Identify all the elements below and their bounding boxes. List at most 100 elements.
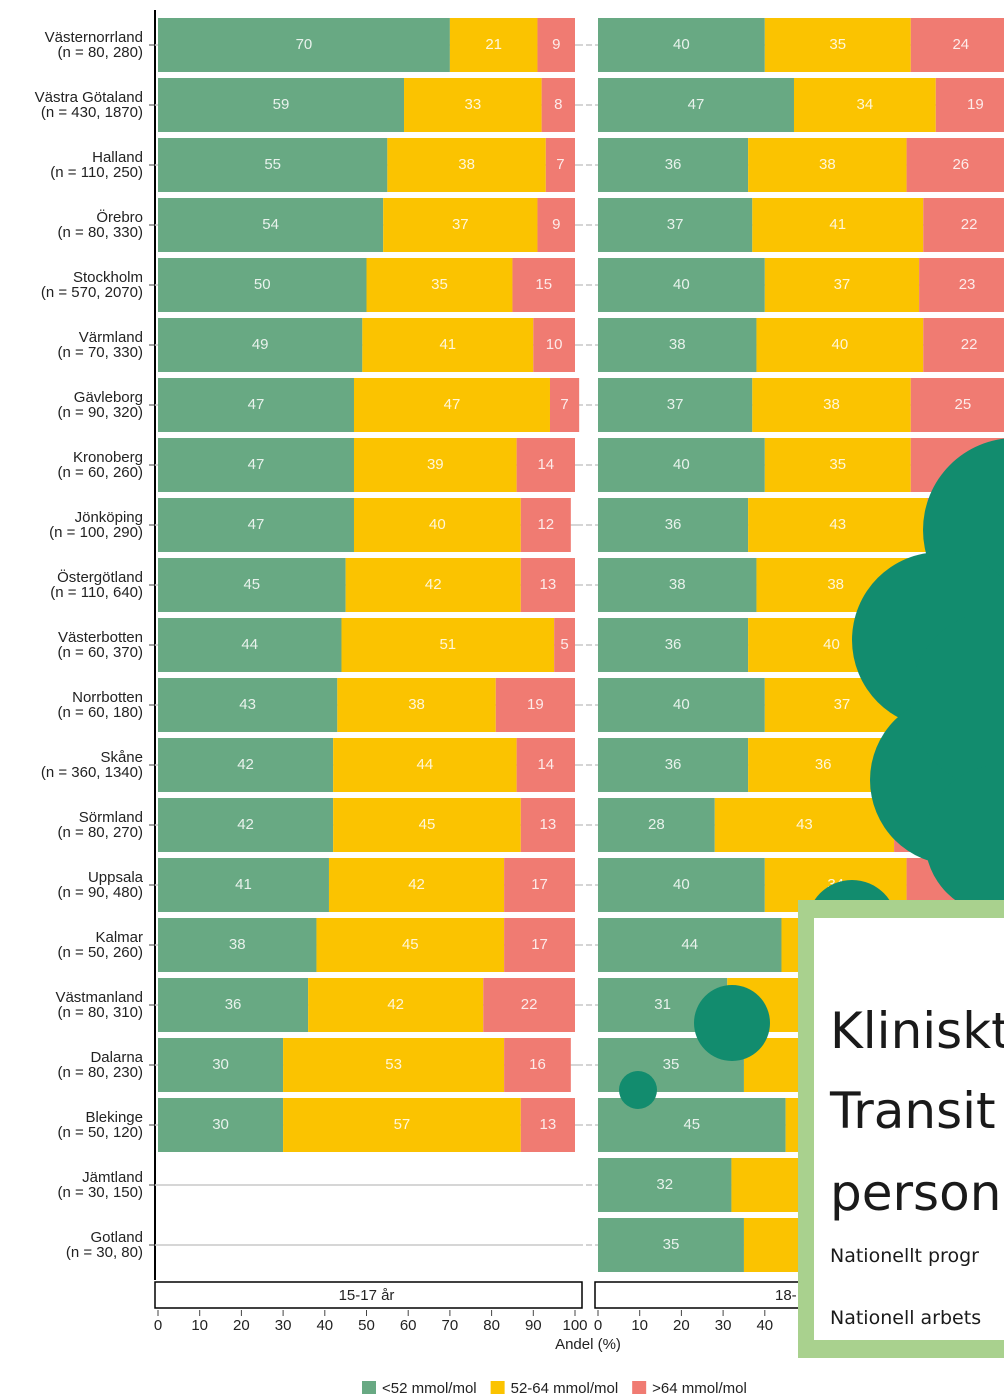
data-label: 14: [537, 756, 554, 773]
data-label: 37: [667, 216, 684, 233]
bar-segment: [533, 318, 575, 372]
x-tick-label: 70: [442, 1317, 459, 1334]
bar-segment: [483, 978, 575, 1032]
bar-segment: [756, 318, 924, 372]
bar-segment: [537, 198, 575, 252]
data-label: 70: [296, 36, 313, 53]
plot: Västernorrland(n = 80, 280) Västra Götala…: [35, 10, 1004, 1394]
bar-segment: [283, 1098, 521, 1152]
circle: [694, 985, 770, 1061]
data-label: 22: [521, 996, 538, 1013]
bar-segment: [158, 198, 384, 252]
bar-segment: [158, 858, 329, 912]
data-label: 19: [967, 96, 984, 113]
x-tick-label: 100: [562, 1317, 587, 1334]
bar-segment: [316, 918, 505, 972]
bar-segment: [366, 258, 513, 312]
data-label: 38: [229, 936, 246, 953]
data-label: 36: [665, 756, 682, 773]
bar-segment: [598, 378, 753, 432]
bar-segment: [598, 1098, 786, 1152]
data-label: 37: [834, 696, 851, 713]
data-label: 47: [444, 396, 461, 413]
data-label: 54: [262, 216, 279, 233]
bar-segment: [520, 1098, 575, 1152]
bar-segment: [504, 858, 575, 912]
data-label: 23: [959, 276, 976, 293]
y-tick-label: (n = 60, 260): [58, 464, 143, 481]
bar-segment: [598, 1158, 732, 1212]
bar-segment: [495, 678, 575, 732]
data-label: 26: [952, 156, 969, 173]
data-label: 13: [540, 816, 557, 833]
y-tick-label: (n = 110, 640): [50, 584, 143, 601]
bar-segment: [512, 258, 575, 312]
bar-segment: [158, 78, 405, 132]
bar-segment: [516, 438, 575, 492]
y-tick-label: Kalmar: [95, 929, 143, 946]
data-label: 37: [452, 216, 469, 233]
data-label: 40: [673, 276, 690, 293]
bar-segment: [158, 258, 367, 312]
bar-segment: [598, 78, 794, 132]
data-label: 47: [248, 516, 265, 533]
bar-segment: [598, 18, 765, 72]
facet-label: 18-: [775, 1287, 797, 1304]
data-label: 51: [439, 636, 456, 653]
data-label: 35: [829, 456, 846, 473]
data-label: 40: [429, 516, 446, 533]
x-tick-label: 20: [233, 1317, 250, 1334]
report-cover-overlay: Kliniskt Transit person Nationellt progr…: [619, 438, 1004, 1358]
bar-segment: [764, 18, 911, 72]
bar-segment: [935, 78, 1004, 132]
x-tick-label: 30: [275, 1317, 292, 1334]
y-tick-label: Halland: [92, 149, 143, 166]
y-tick-label: Västernorrland: [45, 29, 143, 46]
x-axis-label: Andel (%): [555, 1336, 621, 1353]
y-tick-label: (n = 60, 370): [58, 644, 143, 661]
y-tick-label: (n = 100, 290): [49, 524, 143, 541]
data-label: 22: [961, 336, 978, 353]
data-label: 40: [673, 696, 690, 713]
data-label: 42: [425, 576, 442, 593]
legend-swatch: [362, 1381, 376, 1394]
data-label: 38: [669, 576, 686, 593]
y-tick-label: Värmland: [79, 329, 143, 346]
data-label: 40: [832, 336, 849, 353]
circle: [910, 610, 1004, 790]
y-tick-label: (n = 570, 2070): [41, 284, 143, 301]
data-label: 14: [537, 456, 554, 473]
bar-segment: [341, 618, 555, 672]
bar-segment: [549, 378, 580, 432]
y-tick-label: (n = 80, 330): [58, 224, 143, 241]
data-label: 45: [683, 1116, 700, 1133]
data-label: 57: [394, 1116, 411, 1133]
bar-segment: [598, 558, 757, 612]
x-tick-label: 10: [191, 1317, 208, 1334]
data-label: 39: [427, 456, 444, 473]
bar-segment: [158, 498, 354, 552]
y-tick-label: (n = 110, 250): [50, 164, 143, 181]
x-tick-label: 40: [756, 1317, 773, 1334]
bar-segment: [554, 618, 575, 672]
bar-segment: [516, 738, 575, 792]
y-tick-label: (n = 50, 120): [58, 1124, 143, 1141]
y-tick-label: Västmanland: [55, 989, 143, 1006]
y-tick-label: Sörmland: [79, 809, 143, 826]
data-label: 7: [556, 156, 564, 173]
x-tick-label: 60: [400, 1317, 417, 1334]
bar-segment: [748, 498, 928, 552]
bar-segment: [598, 438, 765, 492]
bar-segment: [764, 438, 911, 492]
x-tick-label: 30: [715, 1317, 732, 1334]
bar-segment: [158, 18, 450, 72]
bar-segment: [598, 918, 782, 972]
data-label: 34: [857, 96, 874, 113]
y-tick-label: (n = 90, 480): [58, 884, 143, 901]
x-tick-label: 50: [358, 1317, 375, 1334]
y-tick-label: Östergötland: [57, 568, 143, 586]
y-tick-label: Norrbotten: [72, 689, 143, 706]
data-label: 50: [254, 276, 271, 293]
y-tick-label: Örebro: [96, 208, 143, 226]
y-tick-label: (n = 360, 1340): [41, 764, 143, 781]
